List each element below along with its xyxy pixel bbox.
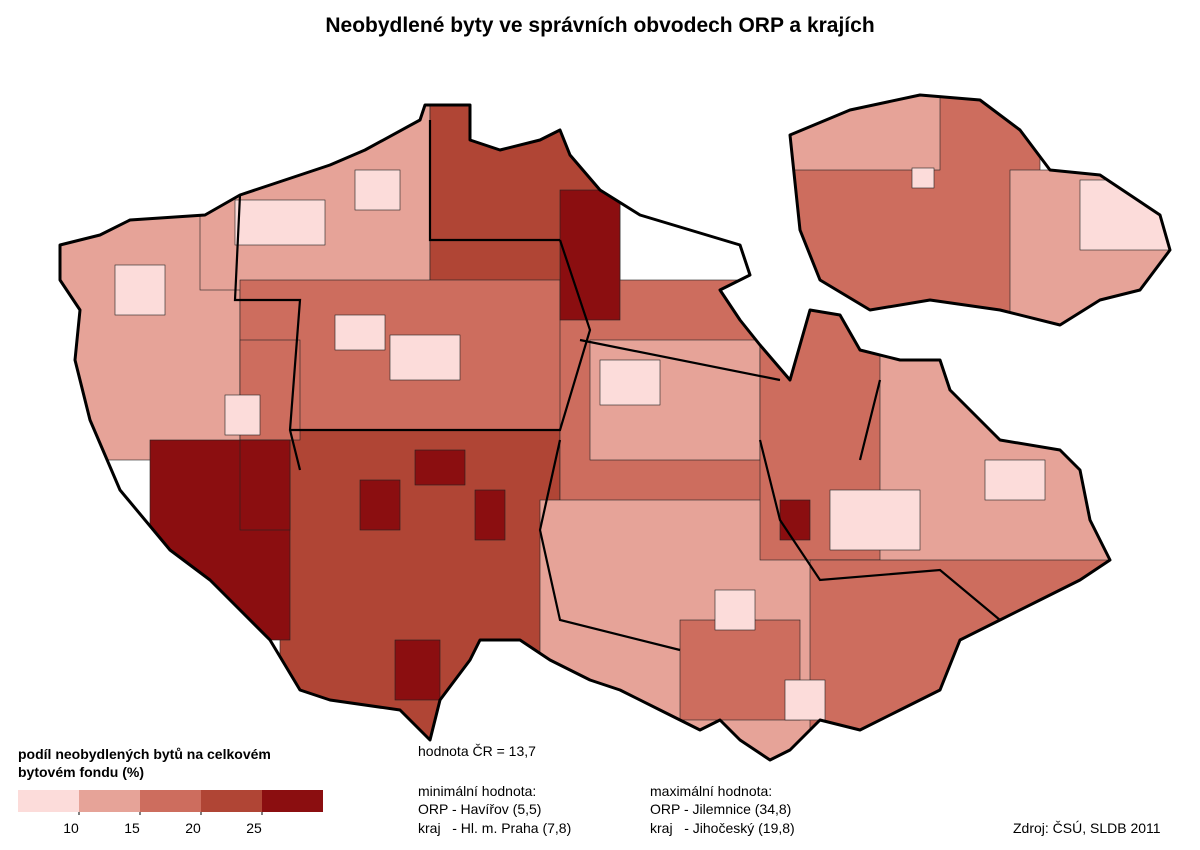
region xyxy=(714,589,756,631)
note: maximální hodnota: xyxy=(650,783,773,799)
legend-swatch xyxy=(79,790,140,812)
region xyxy=(679,619,801,721)
region xyxy=(334,314,386,351)
region xyxy=(359,479,401,531)
region xyxy=(389,334,461,381)
region xyxy=(239,439,291,531)
note: minimální hodnota: xyxy=(418,783,537,799)
source: Zdroj: ČSÚ, SLDB 2011 xyxy=(1013,820,1161,836)
legend: 10 15 20 25 xyxy=(18,790,323,836)
region xyxy=(474,489,506,541)
legend-tick-label: 15 xyxy=(124,820,140,836)
region xyxy=(414,449,466,486)
region xyxy=(224,394,261,436)
legend-swatch xyxy=(262,790,323,812)
region xyxy=(599,359,661,406)
main-map xyxy=(60,105,1110,760)
region xyxy=(114,264,166,316)
note: ORP - Jilemnice (34,8) xyxy=(650,801,792,817)
region xyxy=(984,459,1046,501)
region xyxy=(559,189,621,321)
region xyxy=(911,167,935,189)
note: hodnota ČR = 13,7 xyxy=(418,743,536,759)
region xyxy=(234,199,326,246)
legend-swatch xyxy=(140,790,201,812)
region xyxy=(354,169,401,211)
note: ORP - Havířov (5,5) xyxy=(418,801,542,817)
legend-tick-label: 25 xyxy=(246,820,262,836)
legend-swatch xyxy=(18,790,79,812)
note: kraj - Jihočeský (19,8) xyxy=(650,820,795,836)
legend-swatch xyxy=(201,790,262,812)
region xyxy=(394,639,441,701)
map-title: Neobydlené byty ve správních obvodech OR… xyxy=(325,14,875,37)
legend-title: podíl neobydlených bytů na celkovém byto… xyxy=(18,746,271,780)
legend-tick-label: 10 xyxy=(63,820,79,836)
region-border xyxy=(233,120,1001,652)
region xyxy=(779,499,811,541)
legend-tick-label: 20 xyxy=(185,820,201,836)
inset-outline xyxy=(788,93,1172,327)
region xyxy=(829,489,921,551)
note: kraj - Hl. m. Praha (7,8) xyxy=(418,820,572,836)
region xyxy=(784,679,826,721)
